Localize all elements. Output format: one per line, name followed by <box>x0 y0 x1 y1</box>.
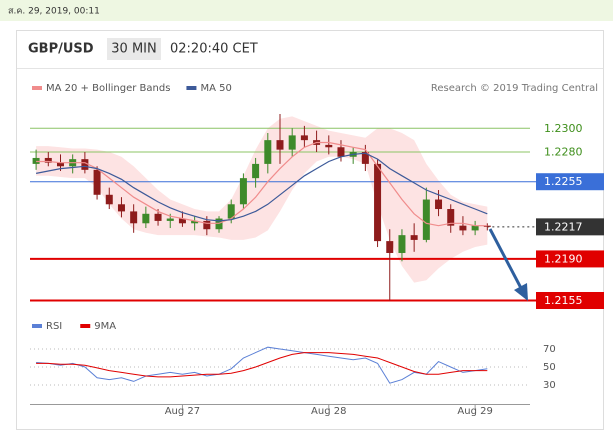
level-label: 1.2280 <box>544 146 583 159</box>
candle-body <box>422 199 430 240</box>
candle-body <box>447 209 455 226</box>
candle-body <box>44 157 52 163</box>
arrow-shaft <box>488 228 524 291</box>
legend-swatch <box>32 324 42 328</box>
ma-line <box>35 152 488 222</box>
level-label: 1.2255 <box>544 175 583 188</box>
candle-body <box>471 225 479 231</box>
timestamp-bar <box>0 0 613 21</box>
x-tick-label: Aug 29 <box>457 406 492 417</box>
ma-line <box>36 141 488 227</box>
candle-body <box>374 163 382 242</box>
candle-body <box>191 220 199 224</box>
timestamp: ส.ค. 29, 2019, 00:11 <box>8 7 100 17</box>
candle-body <box>105 194 113 205</box>
candle-body <box>252 163 260 179</box>
y-tick-label: 70 <box>543 344 556 355</box>
candle-body <box>361 152 369 164</box>
legend-label: 9MA <box>94 321 116 332</box>
level-label: 1.2300 <box>544 122 583 135</box>
chart-title: GBP/USD <box>28 42 94 57</box>
arrow-head <box>514 283 528 301</box>
legend-swatch <box>186 86 197 90</box>
level-label: 1.2217 <box>544 220 583 233</box>
legend-label: MA 50 <box>200 83 231 94</box>
x-tick-label: Aug 28 <box>311 406 346 417</box>
candle-body <box>239 178 247 205</box>
rsi-line <box>36 346 488 384</box>
plot: MA 20 + Bollinger Bands MA 50 1.2300 1.2280… <box>30 83 604 417</box>
level-label: 1.2155 <box>544 294 583 307</box>
candle-body <box>288 135 296 150</box>
candle-body <box>142 213 150 224</box>
interval: 30 MIN <box>111 42 156 57</box>
candle-body <box>154 213 162 221</box>
candle-body <box>178 218 186 224</box>
x-tick-label: Aug 27 <box>165 406 200 417</box>
candle-body <box>203 220 211 230</box>
level-box <box>536 173 604 191</box>
candle-body <box>93 169 101 195</box>
candle-body <box>276 140 284 150</box>
candle-body <box>337 147 345 157</box>
candle-body <box>32 157 40 164</box>
candle-body <box>300 135 308 141</box>
candle-body <box>227 204 235 219</box>
level-label: 1.2190 <box>544 252 583 265</box>
candle-body <box>166 218 174 221</box>
y-tick-label: 50 <box>543 362 556 373</box>
level-box <box>536 218 604 236</box>
candle-body <box>117 204 125 212</box>
legend-label: MA 20 + Bollinger Bands <box>46 83 170 94</box>
candle-body <box>459 225 467 231</box>
rsi-line <box>36 352 488 378</box>
legend-swatch <box>32 86 42 90</box>
candle-body <box>435 199 443 210</box>
candle-body <box>264 140 272 164</box>
candle-body <box>483 225 491 227</box>
candle-body <box>325 144 333 148</box>
interval-box <box>107 38 161 60</box>
credit: Research © 2019 Trading Central <box>431 83 598 94</box>
y-tick-label: 30 <box>543 380 556 391</box>
candle-body <box>398 235 406 253</box>
legend-label: RSI <box>46 321 62 332</box>
candle-body <box>56 162 64 167</box>
level-box <box>536 291 604 309</box>
level-box <box>536 250 604 268</box>
candle-body <box>130 211 138 224</box>
time: 02:20:40 CET <box>170 42 258 57</box>
candle-body <box>81 159 89 170</box>
candle-body <box>410 235 418 240</box>
candle-body <box>386 241 394 253</box>
legend-swatch <box>80 324 91 328</box>
